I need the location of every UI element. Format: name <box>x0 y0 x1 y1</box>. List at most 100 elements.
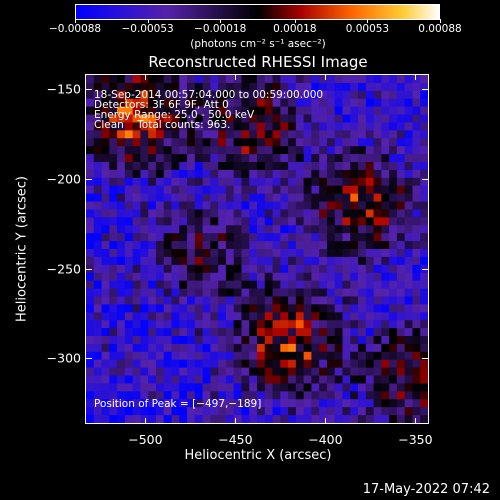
heatmap-cell <box>194 233 203 242</box>
heatmap-cell <box>210 169 219 179</box>
heatmap-cell <box>86 272 95 282</box>
heatmap-cell <box>404 217 413 226</box>
heatmap-cell <box>342 367 351 376</box>
heatmap-cell <box>93 256 102 266</box>
heatmap-cell <box>311 272 320 282</box>
heatmap-cell <box>163 217 172 226</box>
heatmap-cell <box>132 336 141 345</box>
heatmap-cell <box>404 280 413 289</box>
heatmap-cell <box>350 375 359 384</box>
heatmap-cell <box>264 122 273 131</box>
heatmap-cell <box>373 312 382 321</box>
heatmap-cell <box>257 98 266 108</box>
heatmap-cell <box>132 169 141 179</box>
heatmap-cell <box>420 106 428 115</box>
heatmap-cell <box>241 130 250 139</box>
heatmap-cell <box>303 383 312 392</box>
heatmap-cell <box>155 320 165 329</box>
heatmap-cell <box>319 304 328 313</box>
heatmap-cell <box>264 241 273 250</box>
heatmap-cell <box>295 359 305 369</box>
heatmap-cell <box>179 304 188 313</box>
heatmap-cell <box>373 359 382 369</box>
heatmap-cell <box>140 407 149 416</box>
heatmap-cell <box>272 154 281 163</box>
heatmap-cell <box>233 75 242 84</box>
heatmap-cell <box>140 264 149 274</box>
heatmap-cell <box>326 233 336 242</box>
heatmap-cell <box>93 407 102 416</box>
heatmap-cell <box>326 225 336 234</box>
heatmap-cell <box>155 177 165 187</box>
heatmap-cell <box>109 82 118 92</box>
heatmap-cell <box>280 272 289 282</box>
heatmap-cell <box>358 367 367 376</box>
heatmap-cell <box>272 233 281 242</box>
heatmap-cell <box>381 296 390 305</box>
heatmap-cell <box>171 399 180 408</box>
heatmap-cell <box>350 177 359 187</box>
heatmap-cell <box>295 272 305 282</box>
heatmap-cell <box>225 375 235 384</box>
heatmap-cell <box>179 249 188 258</box>
heatmap-cell <box>132 162 141 171</box>
heatmap-cell <box>86 233 95 242</box>
heatmap-cell <box>326 256 336 266</box>
heatmap-cell <box>86 241 95 250</box>
heatmap-cell <box>272 225 281 234</box>
heatmap-cell <box>381 399 390 408</box>
heatmap-cell <box>257 233 266 242</box>
heatmap-cell <box>93 90 102 100</box>
heatmap-cell <box>249 320 258 329</box>
heatmap-cell <box>311 367 320 376</box>
heatmap-cell <box>389 288 398 297</box>
heatmap-cell <box>124 351 134 361</box>
x-tick-mark <box>235 75 237 80</box>
heatmap-cell <box>93 146 102 155</box>
heatmap-cell <box>288 312 297 321</box>
heatmap-cell <box>365 177 374 187</box>
heatmap-cell <box>404 407 413 416</box>
heatmap-cell <box>326 209 336 218</box>
heatmap-cell <box>163 241 172 250</box>
heatmap-cell <box>202 288 211 297</box>
heatmap-cell <box>420 383 428 392</box>
heatmap-cell <box>148 383 157 392</box>
heatmap-cell <box>412 351 421 361</box>
heatmap-cell <box>295 185 305 195</box>
heatmap-cell <box>272 264 281 274</box>
heatmap-cell <box>365 336 374 345</box>
heatmap-cell <box>280 407 289 416</box>
heatmap-cell <box>272 328 281 337</box>
heatmap-cell <box>155 343 165 353</box>
heatmap-cell <box>179 399 188 408</box>
heatmap-cell <box>249 162 258 171</box>
heatmap-cell <box>86 130 95 139</box>
heatmap-cell <box>187 328 196 337</box>
heatmap-cell <box>140 122 149 131</box>
heatmap-cell <box>194 367 203 376</box>
heatmap-cell <box>171 241 180 250</box>
heatmap-cell <box>171 391 180 400</box>
heatmap-cell <box>264 343 273 353</box>
heatmap-cell <box>140 106 149 115</box>
heatmap-cell <box>350 75 359 84</box>
heatmap-cell <box>404 98 413 108</box>
heatmap-cell <box>140 383 149 392</box>
heatmap-cell <box>272 98 281 108</box>
heatmap-cell <box>373 146 382 155</box>
heatmap-cell <box>86 367 95 376</box>
heatmap-cell <box>218 82 227 92</box>
heatmap-cell <box>218 336 227 345</box>
heatmap-cell <box>373 367 382 376</box>
heatmap-cell <box>288 280 297 289</box>
heatmap-cell <box>202 162 211 171</box>
heatmap-cell <box>396 407 406 416</box>
heatmap-cell <box>171 272 180 282</box>
heatmap-cell <box>202 146 211 155</box>
heatmap-cell <box>396 328 406 337</box>
heatmap-cell <box>280 201 289 210</box>
heatmap-cell <box>412 90 421 100</box>
heatmap-cell <box>420 343 428 353</box>
heatmap-cell <box>187 383 196 392</box>
